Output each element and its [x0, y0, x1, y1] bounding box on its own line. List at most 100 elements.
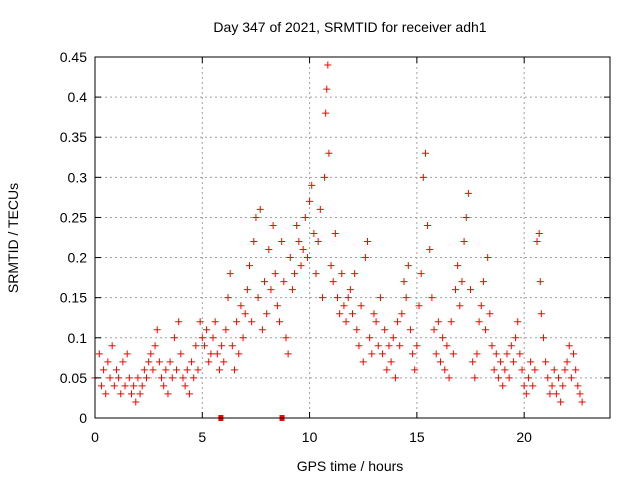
data-point: [432, 350, 440, 358]
data-point: [561, 366, 569, 374]
data-point: [479, 278, 487, 286]
y-tick-label: 0.1: [68, 330, 88, 346]
data-point: [349, 310, 356, 318]
data-point: [143, 374, 150, 382]
data-point: [436, 358, 444, 366]
data-point: [252, 213, 260, 221]
data-point: [127, 390, 135, 398]
data-point: [168, 374, 176, 382]
data-point: [507, 342, 515, 350]
data-point: [288, 286, 296, 294]
data-point: [310, 229, 318, 237]
data-point: [261, 278, 269, 286]
data-point: [536, 278, 544, 286]
data-point: [535, 229, 543, 237]
data-point: [374, 342, 382, 350]
data-point: [134, 374, 142, 382]
data-point: [196, 318, 204, 326]
x-axis-label: GPS time / hours: [297, 458, 404, 474]
data-point: [198, 334, 206, 342]
data-point: [316, 205, 324, 213]
data-point: [552, 390, 560, 398]
data-point: [333, 294, 341, 302]
data-point: [241, 310, 249, 318]
x-tick-label: 10: [302, 429, 318, 445]
data-point: [557, 398, 565, 406]
data-point: [314, 238, 322, 246]
data-point: [484, 254, 492, 262]
x-tick-label: 5: [198, 429, 206, 445]
data-point: [117, 390, 125, 398]
data-point: [490, 366, 498, 374]
data-point: [539, 334, 547, 342]
data-point: [329, 278, 337, 286]
data-point: [441, 366, 449, 374]
data-point: [318, 294, 326, 302]
data-point: [248, 318, 256, 326]
x-tick-label: 0: [91, 429, 99, 445]
data-point: [297, 262, 305, 270]
data-point: [108, 342, 116, 350]
data-point: [166, 358, 174, 366]
data-point: [394, 318, 402, 326]
data-point: [132, 398, 140, 406]
data-point: [477, 302, 485, 310]
data-point: [555, 374, 562, 382]
data-point: [518, 366, 526, 374]
data-point: [267, 286, 275, 294]
data-point: [471, 374, 479, 382]
data-point: [97, 382, 105, 390]
data-point: [205, 358, 213, 366]
data-point: [312, 270, 320, 278]
data-point: [155, 358, 163, 366]
data-point: [173, 366, 181, 374]
data-point: [497, 358, 505, 366]
data-point: [265, 246, 273, 254]
data-point: [563, 358, 571, 366]
data-point: [499, 382, 507, 390]
data-point: [383, 366, 391, 374]
data-point: [381, 326, 389, 334]
y-tick-label: 0.35: [60, 129, 87, 145]
data-point: [567, 374, 575, 382]
data-point: [482, 326, 490, 334]
data-point: [181, 382, 189, 390]
y-tick-label: 0.15: [60, 290, 87, 306]
data-point: [220, 358, 228, 366]
data-point: [460, 238, 468, 246]
data-point: [570, 350, 578, 358]
data-point: [125, 374, 133, 382]
data-point: [119, 358, 127, 366]
data-point: [546, 390, 554, 398]
data-point: [467, 286, 475, 294]
data-point: [224, 294, 232, 302]
data-point: [233, 318, 241, 326]
data-point: [421, 149, 429, 157]
data-point: [574, 382, 582, 390]
data-point: [263, 310, 271, 318]
data-point: [338, 270, 346, 278]
data-point: [398, 310, 406, 318]
data-point: [138, 382, 146, 390]
data-point: [456, 302, 464, 310]
data-point: [342, 318, 350, 326]
y-tick-label: 0.05: [60, 370, 87, 386]
data-point: [366, 334, 374, 342]
data-point: [464, 189, 472, 197]
data-point: [514, 318, 522, 326]
data-point: [409, 350, 417, 358]
data-point: [372, 318, 380, 326]
y-axis-label: SRMTID / TECUs: [5, 183, 21, 293]
grid: [95, 57, 610, 418]
data-point: [492, 350, 500, 358]
x-tick-label: 20: [516, 429, 532, 445]
data-point: [400, 278, 408, 286]
data-point: [293, 221, 301, 229]
data-point: [162, 366, 170, 374]
data-point: [531, 366, 539, 374]
data-point: [355, 342, 363, 350]
data-point: [130, 382, 138, 390]
data-point: [100, 366, 108, 374]
data-point: [434, 318, 442, 326]
data-point: [207, 350, 215, 358]
